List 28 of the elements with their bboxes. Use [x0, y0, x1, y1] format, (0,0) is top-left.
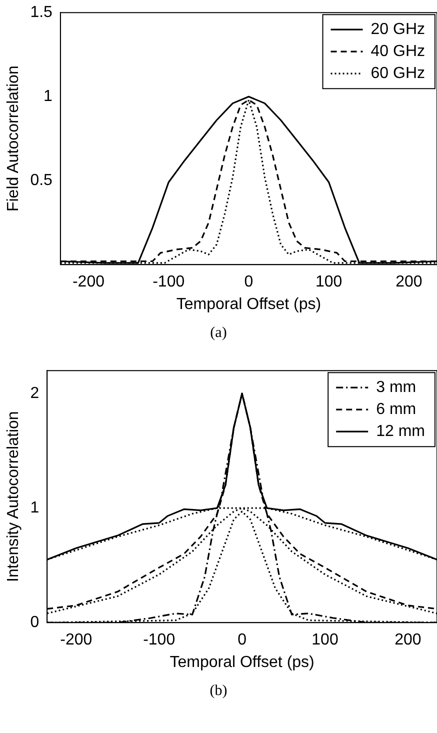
y-tick-label: 1	[30, 499, 40, 516]
x-tick-label: 200	[394, 632, 422, 649]
text: (a)	[209, 324, 228, 343]
y-tick-label: 0	[30, 614, 40, 632]
legend-label: 40 GHz	[370, 43, 426, 60]
x-tick-label: 0	[244, 274, 254, 291]
x-axis-title: Temporal Offset (ps)	[170, 654, 314, 671]
x-tick-label: 100	[315, 274, 342, 291]
legend-label: 6 mm	[376, 401, 416, 418]
x-tick-label: -100	[143, 632, 176, 649]
y-axis-title: Field Autocorrelation	[5, 66, 22, 212]
x-tick-label: -200	[60, 632, 92, 649]
legend-label: 12 mm	[376, 423, 426, 440]
x-tick-label: -100	[152, 274, 185, 291]
text: (b)	[208, 682, 228, 701]
y-tick-label: 1.5	[30, 4, 53, 22]
x-tick-label: -200	[72, 274, 105, 291]
legend-label: 20 GHz	[370, 21, 426, 38]
y-tick-label: 2	[30, 384, 40, 402]
x-tick-label: 100	[312, 632, 338, 649]
y-tick-label: 1	[44, 88, 53, 106]
x-tick-label: 200	[396, 274, 422, 291]
y-axis-title: Intensity Autocorrelation	[5, 411, 22, 582]
y-tick-label: 0.5	[30, 172, 53, 190]
x-tick-label: 0	[238, 632, 247, 649]
x-axis-title: Temporal Offset (ps)	[176, 296, 322, 313]
legend-label: 3 mm	[376, 379, 416, 396]
legend-label: 60 GHz	[370, 65, 426, 82]
